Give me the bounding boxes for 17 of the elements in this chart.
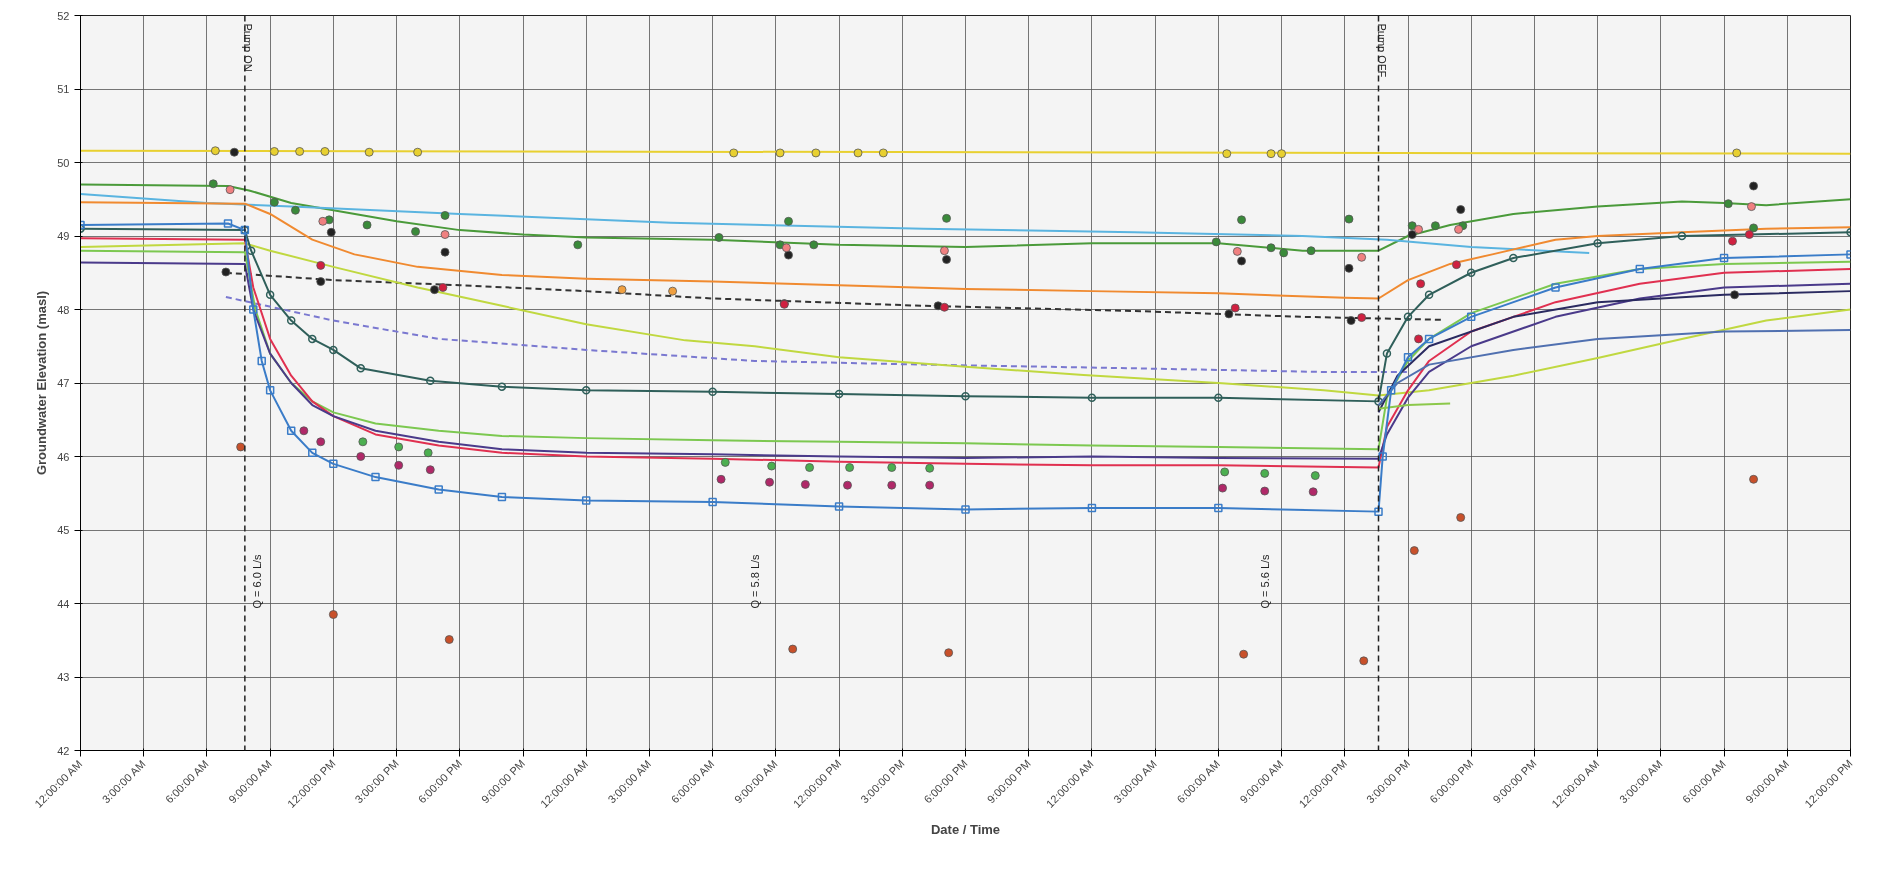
y-tick-label: 42 <box>57 744 70 757</box>
y-tick-label: 44 <box>57 597 70 610</box>
annotation: Q = 6.0 L/s <box>250 553 263 609</box>
y-tick-label: 49 <box>57 230 70 242</box>
y-tick-label: 52 <box>57 9 70 22</box>
x-axis-title: Date / Time <box>930 822 1001 838</box>
y-tick-label: 51 <box>57 83 70 95</box>
y-tick-label: 46 <box>57 450 70 463</box>
y-tick-label: 50 <box>57 156 70 169</box>
y-tick-label: 43 <box>57 671 70 683</box>
y-tick-label: 47 <box>57 377 70 389</box>
annotation: Q = 5.8 L/s <box>749 553 761 609</box>
y-tick-label: 48 <box>57 303 70 316</box>
y-tick-label: 45 <box>57 524 70 536</box>
ref-line-label: Pump ON <box>241 23 254 72</box>
y-axis-title: Groundwater Elevation (masl) <box>34 290 50 476</box>
annotation: Q = 5.6 L/s <box>1259 553 1272 609</box>
